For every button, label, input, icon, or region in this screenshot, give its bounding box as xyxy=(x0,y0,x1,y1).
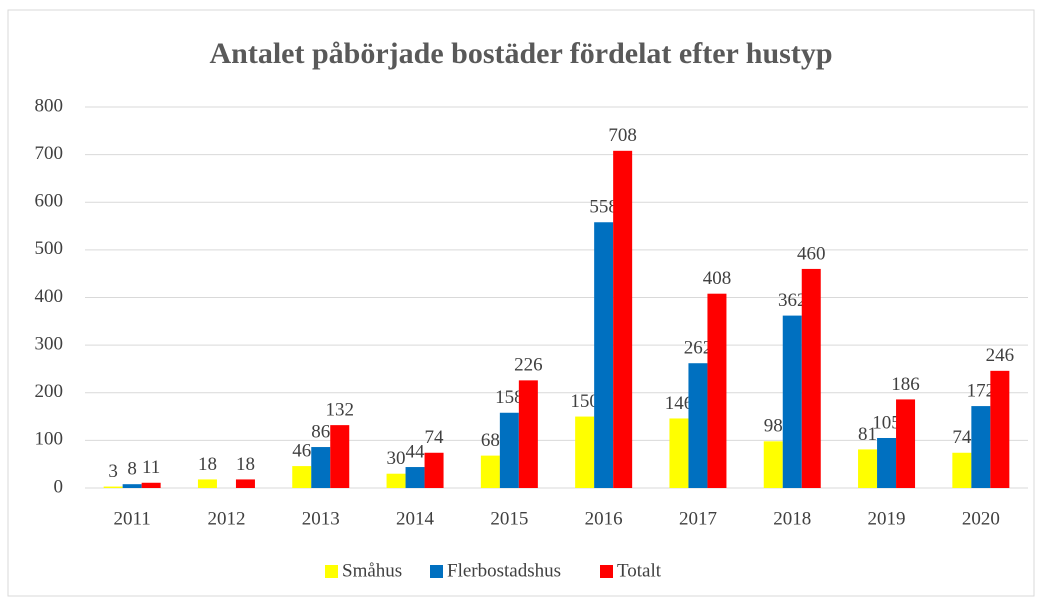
legend-label: Småhus xyxy=(342,560,402,581)
bar xyxy=(141,482,161,488)
y-tick-label: 600 xyxy=(35,191,64,212)
data-label: 18 xyxy=(236,454,255,475)
chart-frame xyxy=(7,9,1035,597)
data-label: 81 xyxy=(858,424,877,445)
data-label: 172 xyxy=(967,380,996,401)
chart-title: Antalet påbörjade bostäder fördelat efte… xyxy=(209,37,832,70)
data-label: 74 xyxy=(952,427,972,448)
data-label: 558 xyxy=(589,197,618,218)
bar xyxy=(971,406,991,488)
data-label: 68 xyxy=(481,430,500,451)
bar xyxy=(877,437,897,488)
bar xyxy=(594,222,614,488)
data-label: 408 xyxy=(703,268,732,289)
bar xyxy=(122,484,142,488)
bar xyxy=(707,293,727,488)
data-label: 46 xyxy=(292,440,311,461)
x-tick-label: 2012 xyxy=(207,508,245,529)
y-tick-label: 700 xyxy=(35,143,64,164)
bar xyxy=(424,452,444,488)
x-tick-label: 2013 xyxy=(302,508,340,529)
data-label: 11 xyxy=(142,457,160,478)
x-tick-label: 2015 xyxy=(490,508,528,529)
data-label: 18 xyxy=(198,454,217,475)
data-label: 132 xyxy=(326,399,355,420)
x-tick-label: 2017 xyxy=(679,508,717,529)
data-label: 8 xyxy=(127,459,137,480)
data-label: 150 xyxy=(570,391,599,412)
bar xyxy=(669,418,689,488)
y-tick-label: 500 xyxy=(35,238,64,259)
bar xyxy=(499,412,519,488)
data-label: 146 xyxy=(665,393,694,414)
bar xyxy=(197,479,217,488)
bar xyxy=(330,425,350,488)
bar xyxy=(405,467,425,488)
bar xyxy=(386,473,406,488)
data-label: 98 xyxy=(764,416,783,437)
bar xyxy=(952,452,972,488)
y-tick-label: 0 xyxy=(54,476,64,497)
data-label: 460 xyxy=(797,243,826,264)
data-label: 30 xyxy=(387,448,406,469)
x-tick-label: 2020 xyxy=(962,508,1000,529)
data-label: 226 xyxy=(514,355,543,376)
data-label: 708 xyxy=(608,125,637,146)
y-tick-label: 800 xyxy=(35,95,64,116)
bar xyxy=(782,315,802,488)
y-tick-label: 100 xyxy=(35,429,64,450)
bar xyxy=(613,150,633,488)
legend-swatch xyxy=(430,565,443,578)
bar xyxy=(990,370,1010,488)
data-label: 246 xyxy=(986,345,1015,366)
legend-swatch xyxy=(325,565,338,578)
x-tick-label: 2016 xyxy=(585,508,623,529)
y-tick-label: 400 xyxy=(35,286,64,307)
bar xyxy=(518,380,538,488)
data-label: 186 xyxy=(891,374,920,395)
bar xyxy=(801,268,821,488)
bar xyxy=(235,479,255,488)
data-label: 158 xyxy=(495,387,524,408)
data-label: 86 xyxy=(311,421,330,442)
data-label: 262 xyxy=(684,338,713,359)
bar xyxy=(896,399,916,488)
bar xyxy=(311,447,331,488)
bar xyxy=(858,449,878,488)
data-label: 105 xyxy=(872,412,901,433)
x-tick-label: 2011 xyxy=(114,508,151,529)
bar xyxy=(103,486,123,488)
bar xyxy=(575,416,595,488)
data-label: 74 xyxy=(425,427,445,448)
bar xyxy=(480,455,500,488)
y-tick-label: 300 xyxy=(35,333,64,354)
legend-label: Totalt xyxy=(617,560,662,581)
bar xyxy=(688,363,708,488)
legend-swatch xyxy=(600,565,613,578)
x-tick-label: 2018 xyxy=(773,508,811,529)
legend-label: Flerbostadshus xyxy=(447,560,561,581)
x-tick-label: 2014 xyxy=(396,508,435,529)
y-tick-label: 200 xyxy=(35,381,64,402)
data-label: 44 xyxy=(406,441,426,462)
bar xyxy=(292,466,312,488)
x-tick-label: 2019 xyxy=(868,508,906,529)
bar xyxy=(763,441,783,488)
data-label: 362 xyxy=(778,290,807,311)
data-label: 3 xyxy=(108,461,118,482)
